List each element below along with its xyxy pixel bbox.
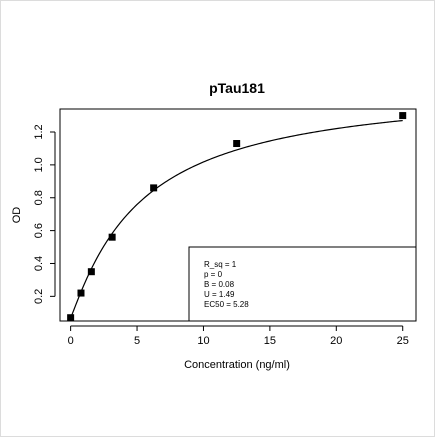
y-tick-label: 0.6 bbox=[33, 223, 45, 238]
data-point bbox=[67, 314, 75, 322]
y-tick-label: 1.0 bbox=[33, 157, 45, 172]
x-tick-label: 10 bbox=[197, 335, 209, 347]
data-point bbox=[87, 268, 95, 276]
x-tick-label: 25 bbox=[397, 335, 409, 347]
data-point bbox=[77, 289, 85, 297]
x-tick-label: 0 bbox=[68, 335, 74, 347]
data-point bbox=[108, 233, 116, 241]
x-axis-label: Concentration (ng/ml) bbox=[184, 359, 290, 371]
y-axis: 0.2 0.4 0.6 0.8 1.0 1.2 bbox=[33, 124, 56, 304]
x-tick-label: 20 bbox=[330, 335, 342, 347]
data-point bbox=[399, 112, 407, 120]
stat-u-value: U = 1.49 bbox=[204, 290, 235, 299]
x-axis: 0 5 10 15 20 25 bbox=[68, 325, 409, 347]
stats-legend-box bbox=[188, 246, 417, 322]
fit-curve bbox=[70, 119, 403, 318]
stat-b-value: B = 0.08 bbox=[204, 280, 235, 289]
data-point bbox=[233, 140, 241, 148]
y-tick-label: 0.2 bbox=[33, 289, 45, 304]
x-tick-label: 15 bbox=[264, 335, 276, 347]
stats-legend: R_sq = 1 p = 0 B = 0.08 U = 1.49 EC50 = … bbox=[188, 246, 417, 322]
y-tick-label: 0.4 bbox=[33, 256, 45, 271]
stat-ec50: EC50 = 5.28 bbox=[204, 300, 249, 309]
data-point bbox=[150, 184, 158, 192]
chart-title: pTau181 bbox=[209, 80, 265, 96]
y-tick-label: 0.8 bbox=[33, 190, 45, 205]
stat-p-value: p = 0 bbox=[204, 270, 223, 279]
data-points bbox=[67, 112, 407, 322]
y-axis-label: OD bbox=[11, 207, 23, 224]
y-tick-label: 1.2 bbox=[33, 124, 45, 139]
x-tick-label: 5 bbox=[134, 335, 140, 347]
stat-r-squared: R_sq = 1 bbox=[204, 260, 237, 269]
